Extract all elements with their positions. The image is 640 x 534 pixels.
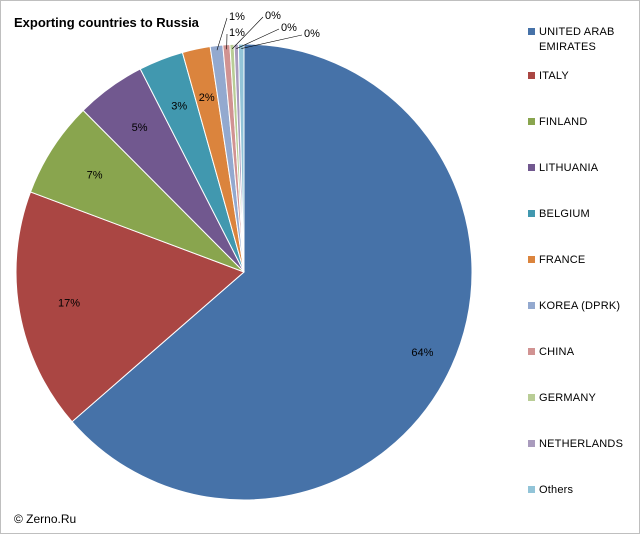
- data-label: 1%: [229, 11, 245, 23]
- leader-line: [241, 34, 303, 49]
- leader-lines: [216, 16, 303, 51]
- chart-title: Exporting countries to Russia: [14, 15, 199, 30]
- legend-label: Others: [539, 484, 574, 496]
- data-label: 64%: [411, 347, 433, 359]
- data-label: 7%: [87, 169, 103, 181]
- legend-swatch: [528, 72, 535, 79]
- legend-swatch: [528, 440, 535, 447]
- leader-line: [231, 16, 264, 50]
- pie-slices: [15, 43, 473, 501]
- pie-slice-others: [237, 43, 245, 273]
- data-label: 0%: [304, 28, 320, 40]
- legend-label: NETHERLANDS: [539, 438, 624, 450]
- legend-swatch: [528, 394, 535, 401]
- legend-swatch: [528, 348, 535, 355]
- data-labels: 64%17%7%5%3%2%1%1%0%0% 0%: [58, 10, 434, 359]
- data-label: 2%: [199, 92, 215, 104]
- legend-swatch: [528, 164, 535, 171]
- data-label: 0%: [265, 10, 281, 22]
- data-label: 3%: [171, 100, 187, 112]
- data-label: 5%: [132, 122, 148, 134]
- legend-label: FINLAND: [539, 116, 588, 128]
- legend-swatch: [528, 486, 535, 493]
- pie-slice-united-arab-emirates: [71, 43, 473, 501]
- copyright-text: © Zerno.Ru: [14, 512, 77, 526]
- legend-label: BELGIUM: [539, 208, 590, 220]
- legend-swatch: [528, 256, 535, 263]
- legend-label: FRANCE: [539, 254, 586, 266]
- legend-swatch: [528, 210, 535, 217]
- legend-label: GERMANY: [539, 392, 597, 404]
- leader-line: [216, 17, 228, 51]
- pie-slice-italy: [15, 191, 245, 423]
- legend-label: KOREA (DPRK): [539, 300, 621, 312]
- leader-line: [236, 28, 280, 49]
- data-label: 1%: [229, 27, 245, 39]
- legend-swatch: [528, 118, 535, 125]
- legend-label: LITHUANIA: [539, 162, 599, 174]
- legend-swatch: [528, 28, 535, 35]
- data-label: 17%: [58, 298, 80, 310]
- data-label: 0%: [281, 22, 297, 34]
- legend-swatch: [528, 302, 535, 309]
- legend-label: CHINA: [539, 346, 575, 358]
- legend-label: UNITED ARAB EMIRATES: [539, 26, 615, 53]
- legend-label: ITALY: [539, 70, 569, 82]
